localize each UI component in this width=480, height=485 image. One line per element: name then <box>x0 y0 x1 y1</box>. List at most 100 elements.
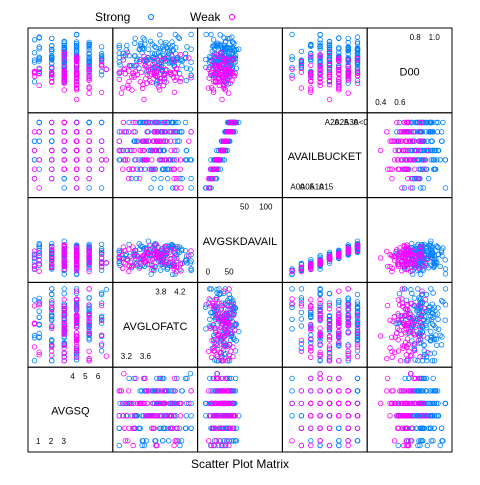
point-weak <box>133 157 139 163</box>
point-weak <box>171 442 177 449</box>
diagonal-tick-label: 50 <box>240 203 249 212</box>
point-weak <box>134 71 141 78</box>
point-weak <box>395 400 401 407</box>
point-weak <box>384 263 391 270</box>
point-strong <box>420 185 426 191</box>
point-weak <box>230 400 236 407</box>
point-weak <box>86 66 92 73</box>
point-strong <box>167 44 174 51</box>
point-weak <box>222 317 229 323</box>
point-weak <box>31 262 38 268</box>
point-weak <box>308 305 314 311</box>
point-weak <box>405 157 411 163</box>
point-strong <box>73 50 80 56</box>
point-weak <box>116 76 122 83</box>
point-weak <box>226 442 232 449</box>
point-weak <box>118 388 124 394</box>
point-weak <box>401 263 407 270</box>
point-weak <box>210 300 216 306</box>
point-strong <box>434 129 441 135</box>
point-weak <box>61 263 67 269</box>
point-weak <box>404 262 410 268</box>
point-weak <box>226 323 232 329</box>
point-strong <box>442 157 449 163</box>
point-strong <box>36 35 42 41</box>
outer-border <box>27 27 453 453</box>
point-weak <box>317 333 323 339</box>
point-weak <box>61 251 67 257</box>
point-strong <box>212 306 218 312</box>
diagonal-tick-label: A00 <box>290 183 305 192</box>
point-weak <box>289 438 295 444</box>
point-strong <box>159 438 166 444</box>
point-weak <box>391 313 398 320</box>
point-strong <box>203 64 209 71</box>
point-weak <box>49 261 55 267</box>
point-weak <box>308 348 314 354</box>
point-weak <box>345 246 351 253</box>
legend-marker-weak <box>228 13 236 21</box>
point-weak <box>326 96 333 103</box>
point-strong <box>230 39 236 46</box>
point-strong <box>98 320 105 326</box>
point-weak <box>167 425 173 431</box>
point-strong <box>98 314 105 321</box>
point-strong <box>417 337 424 343</box>
point-weak <box>326 334 333 340</box>
panel-border <box>281 366 368 453</box>
point-weak <box>354 353 361 360</box>
point-strong <box>203 326 209 332</box>
point-strong <box>161 425 167 431</box>
point-strong <box>178 438 185 444</box>
point-strong <box>162 166 169 172</box>
point-strong <box>31 358 38 364</box>
point-weak <box>205 175 212 182</box>
point-weak <box>31 303 38 309</box>
point-weak <box>205 85 212 91</box>
point-weak <box>73 334 80 340</box>
diagonal-tick-label: 1.0 <box>429 33 441 42</box>
point-weak <box>73 297 80 303</box>
point-weak <box>411 348 418 354</box>
point-strong <box>218 42 224 49</box>
point-strong <box>427 388 433 394</box>
point-weak <box>212 166 218 172</box>
point-weak <box>61 87 67 93</box>
point-weak <box>345 425 351 431</box>
point-weak <box>125 175 132 182</box>
point-strong <box>176 425 182 431</box>
point-strong <box>427 241 434 247</box>
point-weak <box>125 129 132 135</box>
point-weak <box>389 348 395 355</box>
point-strong <box>182 258 189 264</box>
point-weak <box>160 400 167 407</box>
point-weak <box>131 147 137 154</box>
legend-label-weak: Weak <box>190 10 221 24</box>
point-weak <box>156 87 163 93</box>
point-strong <box>151 242 157 248</box>
panel-2-1 <box>27 112 114 199</box>
point-weak <box>31 344 38 350</box>
point-weak <box>162 55 168 62</box>
point-strong <box>170 425 176 431</box>
point-weak <box>415 265 422 271</box>
point-weak <box>171 400 178 407</box>
point-strong <box>354 315 361 322</box>
point-weak <box>408 300 414 307</box>
point-weak <box>409 251 415 258</box>
diagonal-tick-label: 0 <box>206 267 211 276</box>
point-weak <box>31 321 38 327</box>
point-weak <box>205 348 212 355</box>
point-weak <box>298 388 305 394</box>
point-weak <box>326 317 333 324</box>
point-strong <box>289 56 295 63</box>
point-weak <box>354 73 361 79</box>
point-weak <box>168 166 175 172</box>
point-weak <box>49 175 55 182</box>
point-weak <box>389 138 395 144</box>
point-weak <box>218 425 224 431</box>
point-strong <box>49 35 55 42</box>
panel-2-3 <box>197 112 283 199</box>
